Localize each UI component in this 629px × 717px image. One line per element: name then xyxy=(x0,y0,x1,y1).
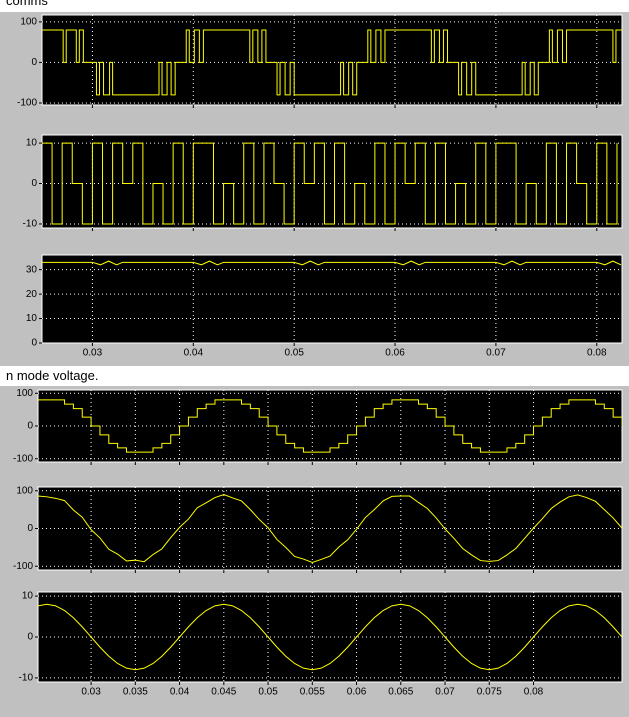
x-tick-label: 0.055 xyxy=(300,687,325,698)
y-tick-label: -10 xyxy=(19,673,34,684)
signal-line xyxy=(38,603,622,671)
x-tick-label: 0.075 xyxy=(477,687,502,698)
y-tick-label: 10 xyxy=(26,313,38,324)
x-tick-label: 0.03 xyxy=(83,348,103,359)
x-tick-label: 0.035 xyxy=(123,687,148,698)
y-tick-label: 10 xyxy=(26,138,38,149)
y-tick-label: -100 xyxy=(17,98,37,109)
caption: n mode voltage. xyxy=(6,368,99,383)
y-tick-label: 0 xyxy=(27,632,33,643)
y-tick-label: 0 xyxy=(31,178,37,189)
axes-area xyxy=(41,14,623,106)
y-tick-label: 100 xyxy=(20,17,37,28)
y-tick-label: 0 xyxy=(31,57,37,68)
y-tick-label: -100 xyxy=(13,561,33,572)
x-tick-label: 0.05 xyxy=(284,348,304,359)
x-tick-label: 0.07 xyxy=(435,687,455,698)
signal-line xyxy=(38,399,622,453)
x-tick-label: 0.065 xyxy=(388,687,413,698)
axes-area xyxy=(41,254,623,344)
y-tick-label: 0 xyxy=(31,338,37,349)
x-tick-label: 0.04 xyxy=(184,348,204,359)
y-tick-label: 20 xyxy=(26,289,38,300)
x-tick-label: 0.08 xyxy=(524,687,544,698)
signal-line xyxy=(38,494,622,563)
x-tick-label: 0.05 xyxy=(258,687,278,698)
signal-line xyxy=(42,142,618,225)
signal-line xyxy=(42,260,622,266)
x-tick-label: 0.07 xyxy=(486,348,506,359)
y-tick-label: 0 xyxy=(27,421,33,432)
x-tick-label: 0.045 xyxy=(211,687,236,698)
x-tick-label: 0.04 xyxy=(170,687,190,698)
x-tick-label: 0.08 xyxy=(587,348,607,359)
signal-line xyxy=(42,29,622,96)
x-tick-label: 0.06 xyxy=(347,687,367,698)
y-tick-label: -100 xyxy=(13,453,33,464)
y-tick-label: 30 xyxy=(26,264,38,275)
y-tick-label: -10 xyxy=(23,219,38,230)
y-tick-label: 0 xyxy=(27,523,33,534)
axes-area xyxy=(41,134,623,229)
x-tick-label: 0.06 xyxy=(385,348,405,359)
y-tick-label: 100 xyxy=(16,388,33,399)
caption: comms xyxy=(6,0,48,8)
x-tick-label: 0.03 xyxy=(81,687,101,698)
y-tick-label: 100 xyxy=(16,485,33,496)
y-tick-label: 10 xyxy=(22,591,34,602)
